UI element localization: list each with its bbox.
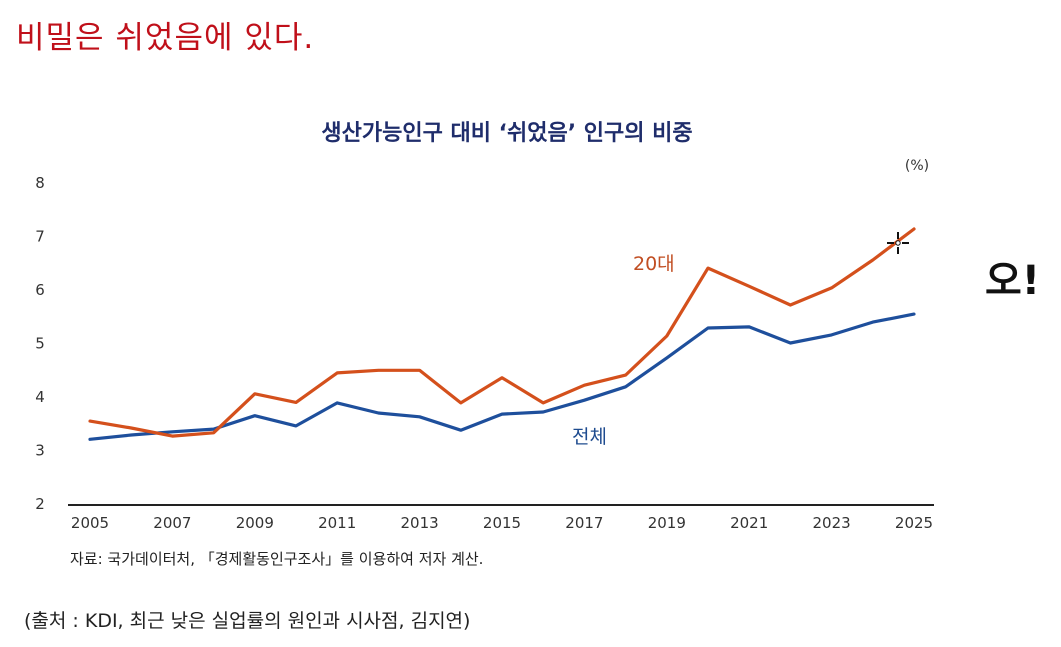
series-line-20s [88,227,916,438]
y-axis-ticks: 2 3 4 5 6 7 8 [35,174,45,513]
y-tick-label: 3 [35,442,45,460]
x-tick-label: 2019 [648,514,686,532]
y-tick-label: 8 [35,174,45,192]
source-note: (출처 : KDI, 최근 낮은 실업률의 원인과 시사점, 김지연) [24,610,471,632]
slide-headline: 비밀은 쉬었음에 있다. [16,20,315,56]
chart-title: 생산가능인구 대비 ‘쉬었음’ 인구의 비중 [321,121,692,146]
chart-caption: 자료: 국가데이터처, 「경제활동인구조사」를 이용하여 저자 계산. [70,550,483,568]
crosshair-cursor-icon [887,232,909,254]
x-tick-label: 2005 [71,514,109,532]
y-tick-label: 5 [35,335,45,353]
x-tick-label: 2021 [730,514,768,532]
y-tick-label: 4 [35,388,45,406]
x-tick-label: 2007 [153,514,191,532]
x-tick-label: 2009 [236,514,274,532]
y-tick-label: 6 [35,281,45,299]
x-tick-label: 2011 [318,514,356,532]
x-tick-label: 2013 [401,514,439,532]
exclamation-text: 오! [985,258,1041,304]
x-tick-label: 2025 [895,514,933,532]
series-label-total: 전체 [572,426,607,448]
x-tick-label: 2017 [565,514,603,532]
y-tick-label: 7 [35,228,45,246]
x-axis-ticks: 2005 2007 2009 2011 2013 2015 2017 2019 2021 2023… [71,514,933,532]
y-tick-label: 2 [35,495,45,513]
unit-label: (%) [905,158,929,174]
x-tick-label: 2015 [483,514,521,532]
series-lines [88,227,916,441]
series-label-20s: 20대 [633,253,675,275]
x-tick-label: 2023 [813,514,851,532]
